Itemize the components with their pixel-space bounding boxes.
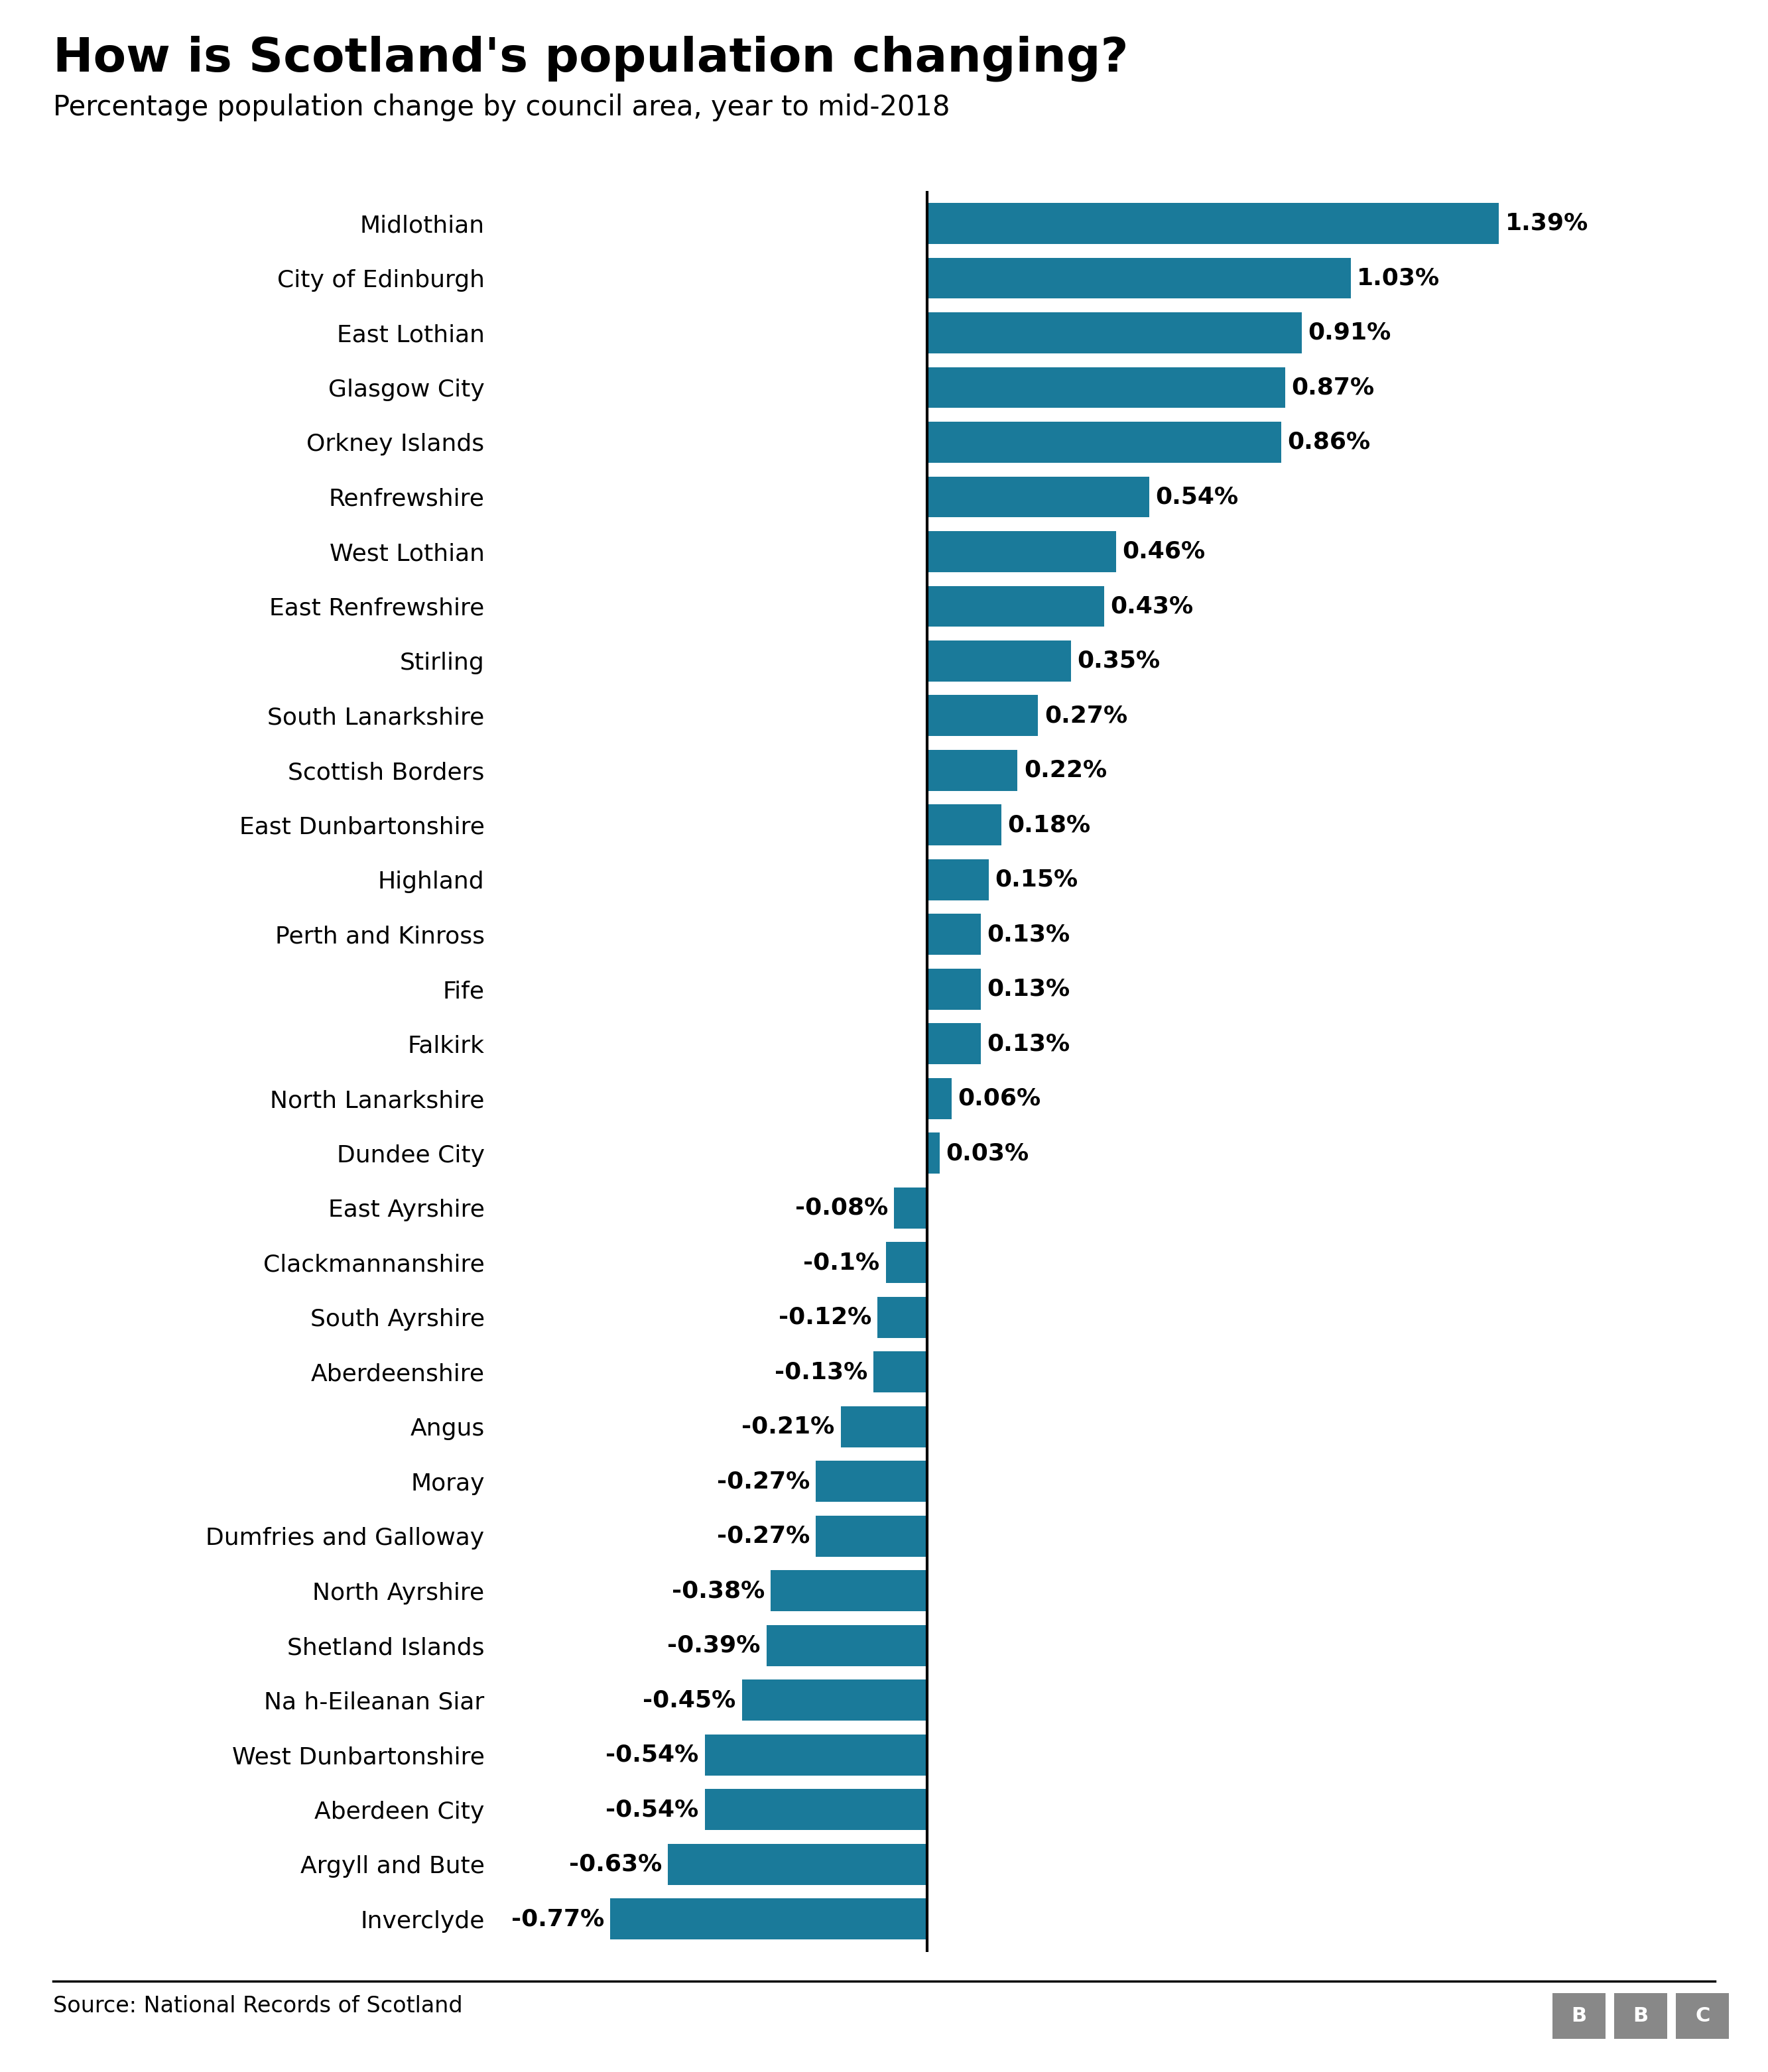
Bar	[926, 586, 1103, 628]
Text: 0.43%: 0.43%	[1110, 595, 1193, 617]
Bar	[926, 313, 1301, 354]
Bar	[926, 970, 981, 1009]
Text: 0.13%: 0.13%	[987, 924, 1070, 945]
Bar	[767, 1624, 926, 1666]
Text: Percentage population change by council area, year to mid-2018: Percentage population change by council …	[53, 93, 949, 120]
Text: 0.86%: 0.86%	[1287, 431, 1370, 454]
Bar	[926, 804, 1001, 845]
Text: -0.13%: -0.13%	[774, 1361, 868, 1384]
Text: 0.27%: 0.27%	[1045, 704, 1128, 727]
Text: -0.38%: -0.38%	[672, 1579, 764, 1602]
Bar	[877, 1297, 926, 1339]
Text: 0.03%: 0.03%	[946, 1142, 1029, 1164]
Bar	[926, 1024, 981, 1065]
Text: -0.27%: -0.27%	[716, 1525, 810, 1548]
Text: -0.54%: -0.54%	[606, 1798, 698, 1821]
Text: -0.12%: -0.12%	[778, 1305, 872, 1328]
Text: -0.63%: -0.63%	[569, 1852, 661, 1875]
Bar	[668, 1844, 926, 1886]
Bar	[705, 1734, 926, 1776]
Text: Source: National Records of Scotland: Source: National Records of Scotland	[53, 1995, 463, 2018]
Text: 0.35%: 0.35%	[1077, 651, 1160, 671]
Text: B: B	[1634, 2006, 1648, 2026]
Text: C: C	[1696, 2006, 1710, 2026]
Bar	[926, 257, 1351, 298]
Bar	[926, 203, 1499, 244]
Text: -0.08%: -0.08%	[796, 1198, 888, 1218]
Text: 0.15%: 0.15%	[995, 868, 1078, 891]
Bar	[926, 640, 1071, 682]
Bar	[895, 1187, 926, 1229]
Text: 0.87%: 0.87%	[1291, 377, 1374, 398]
Bar	[817, 1515, 926, 1556]
Text: -0.39%: -0.39%	[667, 1635, 760, 1658]
Bar	[926, 1077, 951, 1119]
Bar	[840, 1407, 926, 1446]
Text: 0.18%: 0.18%	[1008, 814, 1091, 837]
Bar	[926, 914, 981, 955]
Text: 0.06%: 0.06%	[958, 1088, 1041, 1111]
Text: 1.03%: 1.03%	[1358, 267, 1439, 290]
Bar	[817, 1461, 926, 1502]
Bar	[926, 860, 988, 901]
Text: -0.45%: -0.45%	[644, 1689, 735, 1711]
Bar	[743, 1680, 926, 1720]
Bar	[771, 1571, 926, 1612]
Bar	[926, 423, 1282, 462]
Text: 0.54%: 0.54%	[1156, 485, 1238, 508]
Bar	[610, 1898, 926, 1939]
Text: -0.54%: -0.54%	[606, 1745, 698, 1765]
Bar	[926, 530, 1116, 572]
Text: -0.1%: -0.1%	[803, 1251, 880, 1274]
Text: -0.77%: -0.77%	[511, 1908, 605, 1931]
Bar	[926, 1133, 939, 1173]
Text: 0.46%: 0.46%	[1123, 541, 1206, 564]
Text: How is Scotland's population changing?: How is Scotland's population changing?	[53, 35, 1128, 81]
Bar	[926, 477, 1149, 518]
Bar	[926, 696, 1038, 736]
Text: 0.22%: 0.22%	[1024, 758, 1107, 781]
Text: -0.21%: -0.21%	[741, 1415, 834, 1438]
Text: 0.91%: 0.91%	[1308, 321, 1391, 344]
Text: 0.13%: 0.13%	[987, 1032, 1070, 1055]
Text: 0.13%: 0.13%	[987, 978, 1070, 1001]
Bar	[926, 367, 1285, 408]
Text: 1.39%: 1.39%	[1505, 211, 1588, 234]
Bar	[873, 1351, 926, 1392]
Bar	[926, 750, 1018, 792]
Text: B: B	[1572, 2006, 1586, 2026]
Bar	[886, 1241, 926, 1283]
Text: -0.27%: -0.27%	[716, 1471, 810, 1492]
Bar	[705, 1788, 926, 1830]
